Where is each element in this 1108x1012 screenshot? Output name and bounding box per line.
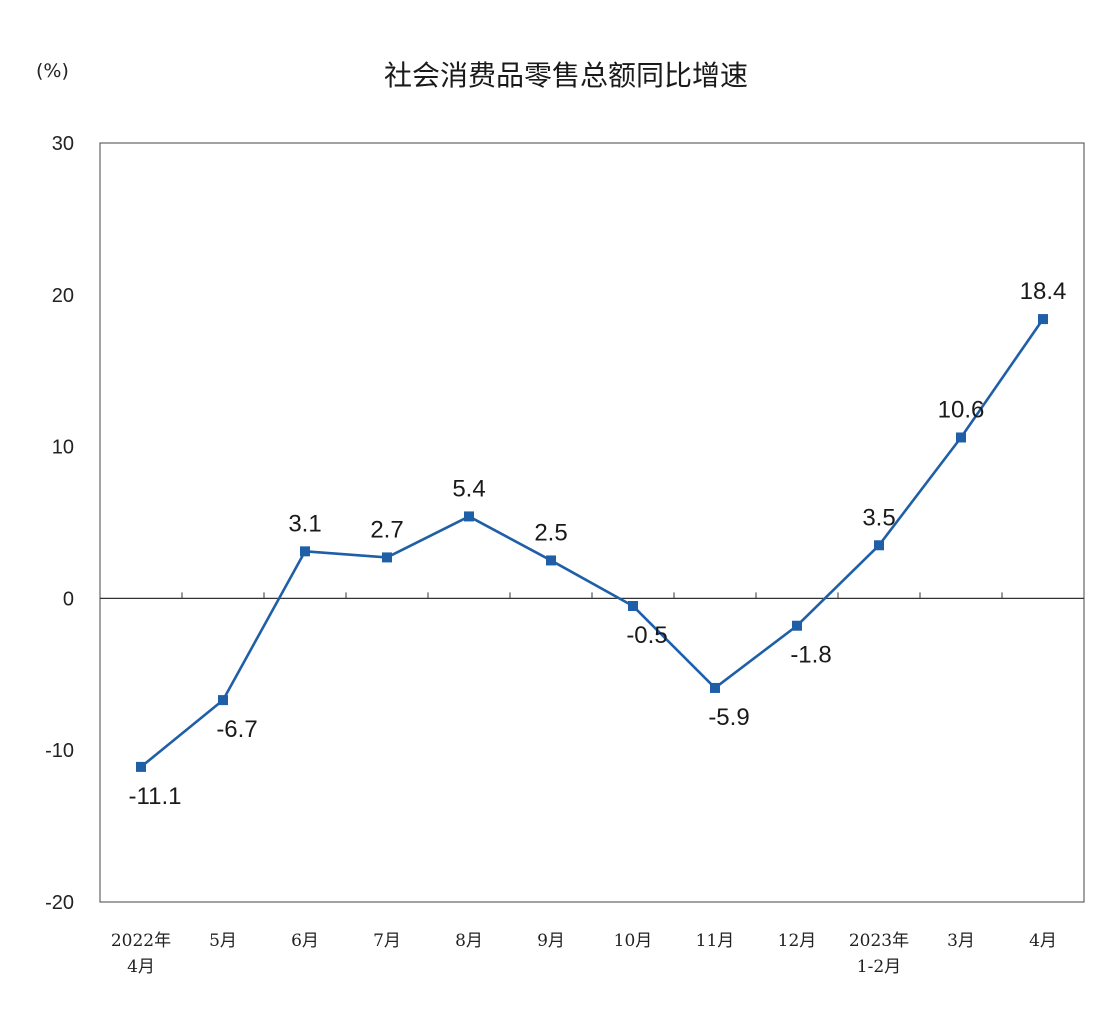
data-point-marker [136, 761, 146, 772]
data-label: 3.5 [862, 504, 895, 531]
x-tick-label: 1-2月 [857, 957, 901, 977]
data-point-marker [874, 540, 884, 551]
data-point-marker [382, 552, 392, 563]
data-label: 3.1 [288, 510, 321, 537]
x-tick-label: 5月 [209, 931, 237, 951]
data-point-marker [628, 600, 638, 611]
data-point-marker [792, 620, 802, 631]
x-tick-label: 12月 [778, 931, 817, 951]
series-line [140, 318, 1045, 768]
x-tick-label: 11月 [696, 931, 735, 951]
data-point-marker [218, 695, 228, 706]
y-tick-label: 30 [52, 133, 74, 155]
data-label: 10.6 [938, 396, 985, 423]
data-point-marker [546, 555, 556, 566]
chart-title: 社会消费品零售总额同比增速 [384, 59, 748, 92]
data-point-marker [300, 546, 310, 557]
x-tick-label: 7月 [373, 931, 401, 951]
plot-frame [99, 142, 1085, 903]
y-tick-label: 0 [63, 588, 74, 610]
x-tick-label: 3月 [947, 931, 975, 951]
data-label: -11.1 [129, 783, 182, 810]
data-label: 2.5 [534, 519, 567, 546]
data-label: -0.5 [626, 622, 667, 649]
data-label: -1.8 [790, 642, 831, 669]
data-point-marker [464, 511, 474, 522]
x-tick-label: 6月 [291, 931, 319, 951]
x-tick-label: 4月 [1029, 931, 1057, 951]
x-tick-label: 8月 [455, 931, 483, 951]
data-label: 5.4 [452, 475, 485, 502]
data-label: -5.9 [708, 704, 749, 731]
x-tick-label: 2022年 [111, 931, 171, 951]
data-point-marker [1038, 314, 1048, 325]
data-point-marker [956, 432, 966, 443]
x-tick-label: 10月 [614, 931, 653, 951]
y-tick-label: -20 [45, 892, 74, 914]
y-tick-label: 20 [52, 285, 74, 307]
data-label: 18.4 [1020, 278, 1067, 305]
data-label: -6.7 [216, 716, 257, 743]
x-tick-label: 4月 [127, 957, 155, 977]
x-tick-label: 2023年 [849, 931, 909, 951]
unit-label: (%) [36, 60, 69, 82]
data-point-marker [710, 682, 720, 693]
y-tick-label: 10 [52, 437, 74, 459]
y-tick-label: -10 [45, 740, 74, 762]
data-label: 2.7 [370, 516, 403, 543]
x-tick-label: 9月 [537, 931, 565, 951]
